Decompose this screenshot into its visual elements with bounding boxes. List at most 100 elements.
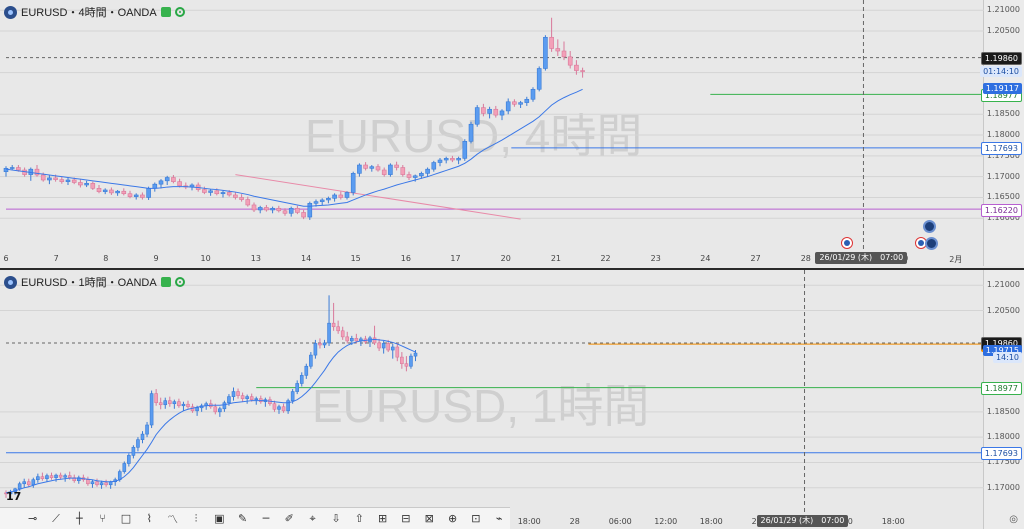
pin-tool-icon[interactable]: ⌖	[309, 511, 316, 525]
candle-body	[17, 483, 22, 490]
candle	[233, 192, 238, 200]
y-tick-label: 1.17000	[986, 171, 1020, 181]
candle	[168, 396, 172, 407]
symbol-header-1h[interactable]: EURUSD・1時間・OANDA	[4, 275, 185, 289]
magnet-tool-icon[interactable]: ⌁	[495, 512, 503, 525]
candle-body	[272, 403, 277, 410]
candle	[456, 156, 461, 165]
path-tool-icon[interactable]: ⌇	[146, 512, 152, 525]
ruler-tool-icon[interactable]: ⊟	[401, 512, 411, 525]
arrow-up-tool-icon[interactable]: ⇧	[354, 512, 364, 525]
square-tool-icon[interactable]: ▣	[214, 512, 225, 525]
candle	[84, 180, 89, 188]
market-open-icon	[160, 277, 171, 287]
candle-body	[524, 98, 530, 103]
candle	[282, 208, 288, 216]
chart-pane-4h[interactable]: EURUSD, 4時間 EURUSD・4時間・OANDA 1.21000 1.20…	[0, 0, 1024, 266]
candle	[580, 67, 585, 78]
symbol-label-4h[interactable]: EURUSD・4時間・OANDA	[21, 7, 157, 19]
candle-body	[349, 338, 354, 342]
pitchfork-tool-icon[interactable]: ⑂	[99, 512, 106, 525]
candle-body	[140, 433, 145, 440]
pen-tool-icon[interactable]: ✐	[284, 512, 294, 525]
tradingview-logo[interactable]: 17	[6, 490, 22, 503]
candle	[443, 156, 449, 164]
candle-body	[245, 396, 249, 399]
line-tool-icon[interactable]: ─	[262, 512, 270, 525]
eu-event-icon[interactable]	[923, 220, 936, 233]
cursor-tool-icon[interactable]: ⊸	[28, 512, 38, 525]
trendline-tool-icon[interactable]: ⟋	[52, 511, 60, 525]
candle	[236, 388, 240, 399]
candle	[22, 478, 27, 488]
candle-body	[580, 70, 585, 72]
candle	[127, 453, 131, 467]
candle	[363, 162, 368, 171]
candle-body	[40, 174, 46, 181]
candle	[115, 189, 120, 196]
x-tick-label: 15	[350, 254, 361, 263]
us-event-icon[interactable]	[841, 237, 853, 249]
grid-tool-icon[interactable]: ⊞	[377, 512, 388, 525]
level-price-label[interactable]: 1.17693	[980, 142, 1022, 156]
candle	[145, 421, 149, 438]
x-tick-label: 18:00	[881, 517, 905, 526]
candle	[493, 105, 499, 118]
candle	[468, 121, 474, 144]
candle-body	[99, 482, 104, 486]
candle-body	[481, 107, 486, 114]
candle-body	[295, 383, 300, 392]
arrow-down-tool-icon[interactable]: ⇩	[331, 512, 341, 525]
price-axis-1h[interactable]	[983, 270, 1024, 529]
candle	[369, 165, 375, 172]
candle	[377, 338, 381, 352]
candle-body	[164, 177, 170, 182]
candle-body	[214, 190, 220, 195]
candle-body	[437, 159, 443, 163]
zoom-tool-icon[interactable]: ⊕	[447, 512, 458, 525]
candle	[164, 175, 170, 185]
level-price-label[interactable]: 1.16220	[980, 203, 1022, 217]
brush-tool-icon[interactable]: ✎	[238, 512, 248, 525]
candle-body	[357, 164, 362, 174]
measure-tool-icon[interactable]: ⊠	[424, 512, 434, 525]
x-tick-label: 18:00	[517, 517, 541, 526]
candle-body	[375, 166, 381, 171]
candle-body	[322, 342, 327, 346]
candle-body	[345, 336, 350, 342]
level-price-label[interactable]: 1.18977	[980, 382, 1022, 396]
candle-body	[377, 342, 381, 349]
eur-flag-icon	[4, 275, 17, 289]
y-tick-label: 1.18000	[986, 432, 1020, 442]
table-tool-icon[interactable]: ⊡	[471, 512, 481, 525]
symbol-header-4h[interactable]: EURUSD・4時間・OANDA	[4, 5, 185, 19]
x-tick-label: 16	[400, 254, 411, 263]
candle	[357, 163, 362, 177]
level-price-label[interactable]: 1.19860	[980, 52, 1022, 66]
candle-body	[22, 481, 27, 485]
eu-event-icon-2[interactable]	[925, 237, 938, 250]
price-axis-4h[interactable]	[983, 0, 1024, 266]
candle-body	[26, 481, 31, 486]
candle	[340, 326, 345, 340]
chart-pane-1h[interactable]: EURUSD, 1時間 EURUSD・1時間・OANDA 1.21000 1.20…	[0, 268, 1024, 529]
candle	[263, 397, 268, 407]
candle-body	[136, 439, 140, 448]
chart-canvas-4h[interactable]	[0, 0, 1024, 266]
symbol-label-1h[interactable]: EURUSD・1時間・OANDA	[21, 277, 157, 289]
polyline-tool-icon[interactable]: 〽	[167, 512, 179, 526]
level-price-label[interactable]: 1.17693	[980, 447, 1022, 461]
candle	[127, 190, 133, 199]
rectangle-callout-tool-icon[interactable]: □	[120, 512, 132, 525]
candle-body	[518, 102, 523, 105]
candle-body	[59, 179, 65, 182]
settings-icon[interactable]: ◎	[1009, 514, 1018, 525]
candle	[58, 472, 63, 480]
chart-canvas-1h[interactable]	[0, 270, 1024, 529]
candle	[368, 335, 372, 347]
candle	[258, 395, 263, 404]
fib-tool-icon[interactable]: ⫶	[194, 511, 198, 525]
crosshair-tool-icon[interactable]: ┼	[76, 512, 83, 525]
candle-body	[239, 197, 244, 200]
candle	[240, 392, 245, 402]
